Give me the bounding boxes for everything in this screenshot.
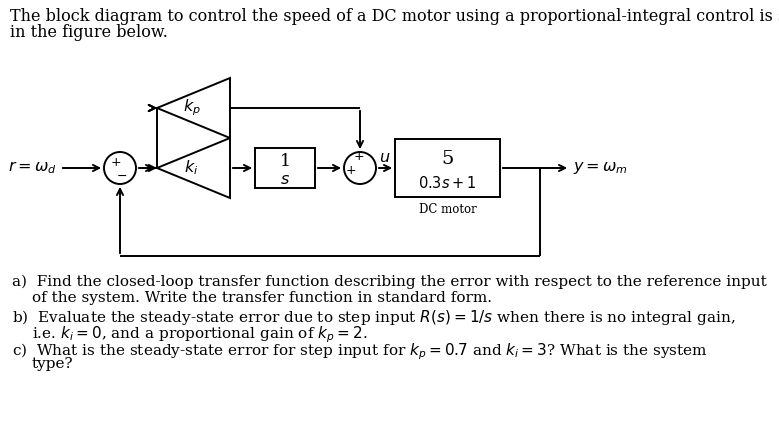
Text: $k_i$: $k_i$: [185, 159, 199, 177]
Text: of the system. Write the transfer function in standard form.: of the system. Write the transfer functi…: [32, 291, 492, 305]
Text: +: +: [354, 151, 365, 164]
Text: DC motor: DC motor: [418, 203, 477, 216]
Text: −: −: [117, 170, 127, 182]
Text: b)  Evaluate the steady-state error due to step input $R(s) = 1/s$ when there is: b) Evaluate the steady-state error due t…: [12, 308, 735, 327]
Text: $k_p$: $k_p$: [182, 98, 200, 118]
Text: $r = \omega_d$: $r = \omega_d$: [9, 159, 57, 176]
Text: in the figure below.: in the figure below.: [10, 24, 168, 41]
Text: +: +: [346, 164, 356, 176]
Text: +: +: [111, 156, 122, 170]
Bar: [255, 148, 315, 188]
Text: type?: type?: [32, 357, 74, 371]
Text: $u$: $u$: [379, 150, 390, 167]
Text: $s$: $s$: [280, 171, 290, 189]
Text: 5: 5: [442, 150, 453, 168]
Text: i.e. $k_i = 0$, and a proportional gain of $k_p = 2$.: i.e. $k_i = 0$, and a proportional gain …: [32, 324, 368, 345]
Text: c)  What is the steady-state error for step input for $k_p = 0.7$ and $k_i = 3$?: c) What is the steady-state error for st…: [12, 341, 708, 362]
Text: $0.3s + 1$: $0.3s + 1$: [418, 175, 477, 191]
Bar: [395, 139, 500, 197]
Text: $y = \omega_m$: $y = \omega_m$: [573, 159, 628, 176]
Text: 1: 1: [280, 153, 291, 170]
Text: a)  Find the closed-loop transfer function describing the error with respect to : a) Find the closed-loop transfer functio…: [12, 275, 767, 290]
Text: The block diagram to control the speed of a DC motor using a proportional-integr: The block diagram to control the speed o…: [10, 8, 779, 25]
